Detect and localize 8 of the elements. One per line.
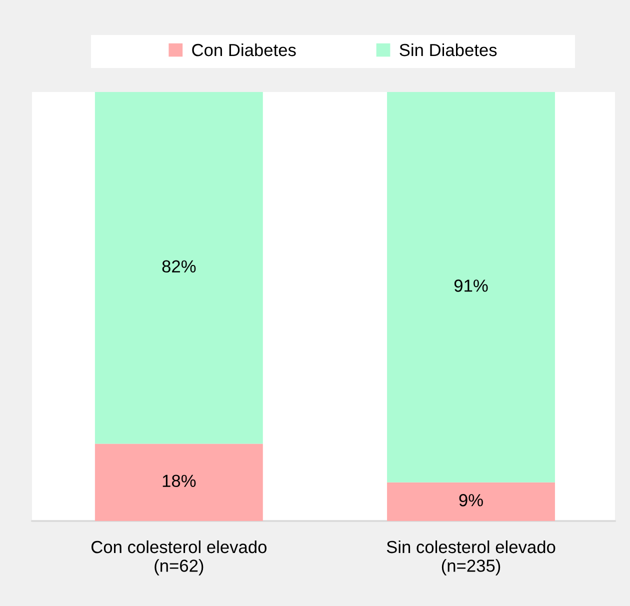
legend-label: Con Diabetes: [192, 43, 296, 56]
data-label: 82%: [162, 260, 196, 273]
data-label: 9%: [459, 494, 483, 506]
data-label: 18%: [162, 474, 196, 488]
data-label: 91%: [454, 280, 488, 292]
legend-label: Sin Diabetes: [400, 43, 497, 56]
x-tick-label: Con colesterol elevado (n=62): [92, 540, 266, 576]
x-tick-label: Sin colesterol elevado (n=235): [386, 540, 556, 576]
